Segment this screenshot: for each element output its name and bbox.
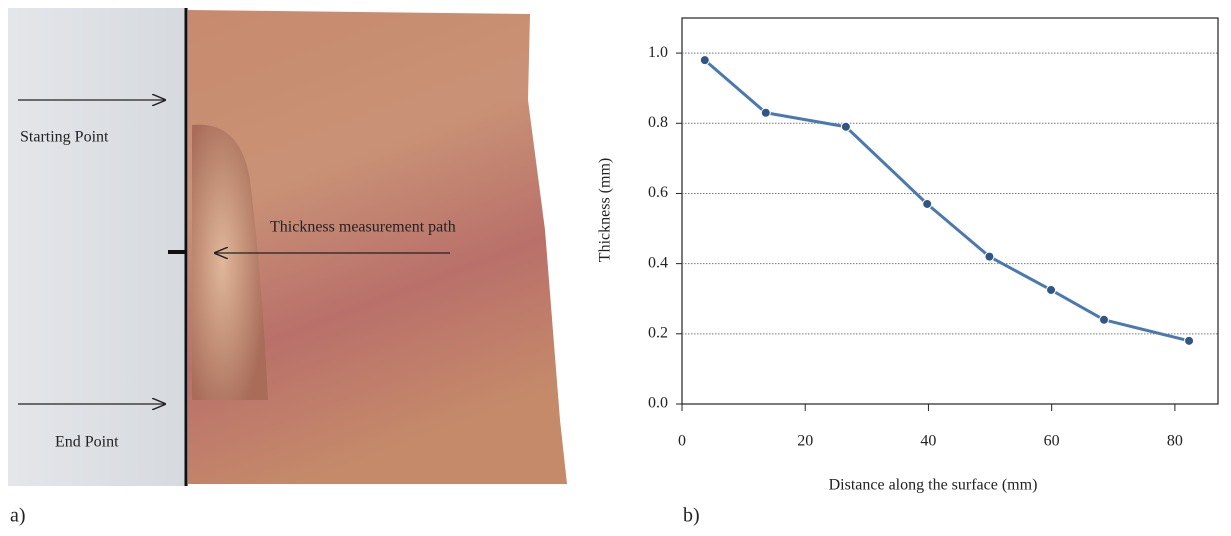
photo: Starting Point Thickness measurement pat… — [8, 8, 567, 486]
y-tick-label: 0.0 — [648, 395, 668, 412]
y-tick-label: 0.4 — [648, 254, 668, 271]
x-tick-label: 60 — [1044, 433, 1060, 450]
label: Thickness measurement path — [270, 219, 456, 236]
marker — [699, 55, 710, 66]
caption: a) — [10, 505, 26, 527]
x-axis-label: Distance along the surface (mm) — [829, 477, 1038, 494]
marker — [984, 251, 995, 262]
marker — [760, 107, 771, 118]
y-tick-label: 0.8 — [648, 114, 668, 131]
x-tick-label: 0 — [678, 433, 686, 450]
dome — [192, 124, 268, 400]
line — [703, 58, 1190, 343]
copper-sheet — [188, 10, 567, 484]
x-tick-label: 20 — [797, 433, 813, 450]
background — [8, 8, 188, 486]
y-tick-label: 0.6 — [648, 184, 668, 201]
y-tick-label: 1.0 — [648, 44, 668, 61]
plot-frame — [681, 17, 1219, 405]
y-tick-label: 0.2 — [648, 324, 668, 341]
marker — [1046, 284, 1057, 295]
marker — [840, 121, 851, 132]
marker — [1099, 314, 1110, 325]
caption: b) — [683, 505, 700, 527]
label: Starting Point — [20, 129, 109, 146]
x-tick-label: 40 — [920, 433, 936, 450]
marker — [922, 198, 933, 209]
label: End Point — [55, 434, 119, 451]
x-tick-label: 80 — [1167, 433, 1183, 450]
marker — [1184, 335, 1195, 346]
y-axis-label: Thickness (mm) — [597, 158, 614, 262]
